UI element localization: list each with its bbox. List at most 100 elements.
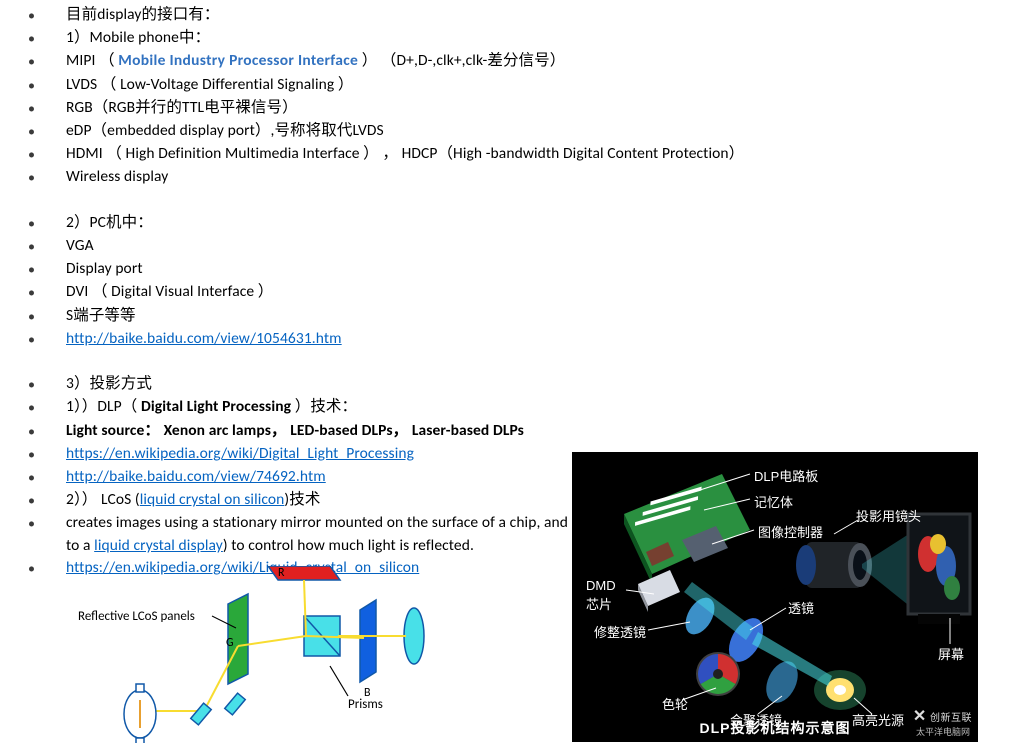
row-content: http://baike.baidu.com/view/1054631.htm [66, 328, 988, 350]
styled-text: Mobile Industry Processor Interface [118, 51, 358, 70]
svg-text:G: G [226, 636, 234, 650]
row-content: DVI （ Digital Visual Interface ） [66, 281, 988, 303]
hyperlink[interactable]: liquid crystal on silicon [140, 490, 285, 509]
dlp-label-imgctrl: 图像控制器 [758, 522, 823, 541]
bullet-glyph: • [28, 50, 66, 73]
bullet-glyph: • [28, 212, 66, 235]
bullet-row: •DVI （ Digital Visual Interface ） [28, 281, 988, 304]
bullet-glyph: • [28, 396, 66, 419]
bold-text: Digital Light Processing [141, 397, 291, 416]
hyperlink[interactable]: https://en.wikipedia.org/wiki/Digital_Li… [66, 444, 414, 463]
watermark-logo: ✕ 创新互联 [913, 706, 972, 726]
text: Wireless display [66, 167, 168, 186]
hyperlink[interactable]: http://baike.baidu.com/view/74692.htm [66, 467, 326, 486]
hyperlink[interactable]: liquid crystal display [94, 536, 223, 555]
dlp-label-lens: 透镜 [788, 598, 814, 617]
bullet-glyph: • [28, 557, 66, 580]
bullet-glyph: • [28, 512, 66, 535]
text: HDMI （ High Definition Multimedia Interf… [66, 144, 744, 163]
bullet-glyph: • [28, 97, 66, 120]
row-content: MIPI （ Mobile Industry Processor Interfa… [66, 50, 988, 72]
row-content: HDMI （ High Definition Multimedia Interf… [66, 143, 988, 165]
bullet-row: •Light source： Xenon arc lamps， LED-base… [28, 420, 988, 443]
text: )技术 [284, 490, 320, 509]
row-content: 3）投影方式 [66, 373, 988, 395]
bullet-glyph: • [28, 74, 66, 97]
row-content: LVDS （ Low-Voltage Differential Signalin… [66, 74, 988, 96]
row-content: Wireless display [66, 166, 988, 188]
text: ）技术： [291, 397, 357, 416]
text: DVI （ Digital Visual Interface ） [66, 282, 273, 301]
row-content: 目前display的接口有： [66, 4, 988, 26]
bullet-glyph: • [28, 27, 66, 50]
dlp-label-projlens: 投影用镜头 [856, 506, 921, 525]
text: creates images using a stationary mirror… [66, 513, 597, 532]
bullet-row: •Wireless display [28, 166, 988, 189]
dlp-diagram: DLP电路板 记忆体 图像控制器 投影用镜头 DMD 芯片 修整透镜 透镜 色轮… [572, 452, 978, 742]
page-root: •目前display的接口有：•1）Mobile phone中：•MIPI （ … [0, 0, 1009, 743]
svg-text:Reflective LCoS panels: Reflective LCoS panels [78, 609, 195, 624]
svg-text:R: R [278, 566, 285, 580]
bullet-row: •RGB（RGB并行的TTL电平裸信号） [28, 97, 988, 120]
bullet-glyph: • [28, 443, 66, 466]
text: ） （D+,D-,clk+,clk-差分信号） [358, 51, 565, 70]
lcos-diagram: R G B Reflective LCoS panels Prisms Lamp [72, 566, 442, 743]
bullet-row: •目前display的接口有： [28, 4, 988, 27]
row-content: RGB（RGB并行的TTL电平裸信号） [66, 97, 988, 119]
bullet-glyph: • [28, 120, 66, 143]
text: 1））DLP（ [66, 397, 141, 416]
text: VGA [66, 236, 94, 255]
bullet-glyph: • [28, 373, 66, 396]
row-content: Display port [66, 258, 988, 280]
text: 1）Mobile phone中： [66, 28, 210, 47]
bullet-glyph: • [28, 166, 66, 189]
row-content: 2）PC机中： [66, 212, 988, 234]
dlp-label-pcb: DLP电路板 [754, 466, 818, 485]
dlp-label-adjlens: 修整透镜 [594, 622, 646, 641]
row-content: VGA [66, 235, 988, 257]
bullet-glyph: • [28, 235, 66, 258]
bullet-row: •2）PC机中： [28, 212, 988, 235]
watermark-sub: 太平洋电脑网 [916, 725, 970, 738]
bullet-row: •http://baike.baidu.com/view/1054631.htm [28, 328, 988, 351]
dlp-label-wheel: 色轮 [662, 694, 688, 713]
text: 目前display的接口有： [66, 5, 220, 24]
bullet-row: •VGA [28, 235, 988, 258]
text: Light source： Xenon arc lamps， LED-based… [66, 421, 524, 440]
row-content: 1））DLP（ Digital Light Processing ）技术： [66, 396, 988, 418]
bullet-glyph: • [28, 466, 66, 489]
bullet-row: •S端子等等 [28, 305, 988, 328]
bullet-row: •1）Mobile phone中： [28, 27, 988, 50]
bullet-row: •eDP（embedded display port）,号称将取代LVDS [28, 120, 988, 143]
row-content: 1）Mobile phone中： [66, 27, 988, 49]
bullet-row: •1））DLP（ Digital Light Processing ）技术： [28, 396, 988, 419]
text: 2）） LCoS ( [66, 490, 140, 509]
bullet-glyph: • [28, 4, 66, 27]
bullet-glyph: • [28, 489, 66, 512]
bullet-glyph: • [28, 420, 66, 443]
bullet-row: •MIPI （ Mobile Industry Processor Interf… [28, 50, 988, 73]
text: S端子等等 [66, 306, 136, 325]
text: RGB（RGB并行的TTL电平裸信号） [66, 98, 298, 117]
svg-text:Prisms: Prisms [348, 697, 383, 712]
bullet-glyph: • [28, 281, 66, 304]
bullet-row: •HDMI （ High Definition Multimedia Inter… [28, 143, 988, 166]
dlp-label-screen: 屏幕 [938, 644, 964, 663]
dlp-label-memory: 记忆体 [754, 492, 793, 511]
hyperlink[interactable]: http://baike.baidu.com/view/1054631.htm [66, 329, 342, 348]
row-content: eDP（embedded display port）,号称将取代LVDS [66, 120, 988, 142]
bullet-glyph: • [28, 305, 66, 328]
bullet-row: •Display port [28, 258, 988, 281]
bullet-glyph: • [28, 143, 66, 166]
text: MIPI （ [66, 51, 118, 70]
text: eDP（embedded display port）,号称将取代LVDS [66, 121, 384, 140]
row-content: S端子等等 [66, 305, 988, 327]
text: 2）PC机中： [66, 213, 153, 232]
bullet-glyph: • [28, 328, 66, 351]
text: 3）投影方式 [66, 374, 152, 393]
dlp-label-dmd: DMD [586, 578, 616, 593]
bullet-row: •LVDS （ Low-Voltage Differential Signali… [28, 74, 988, 97]
bullet-row: •3）投影方式 [28, 373, 988, 396]
dlp-label-chip: 芯片 [586, 594, 612, 613]
row-content: Light source： Xenon arc lamps， LED-based… [66, 420, 988, 442]
